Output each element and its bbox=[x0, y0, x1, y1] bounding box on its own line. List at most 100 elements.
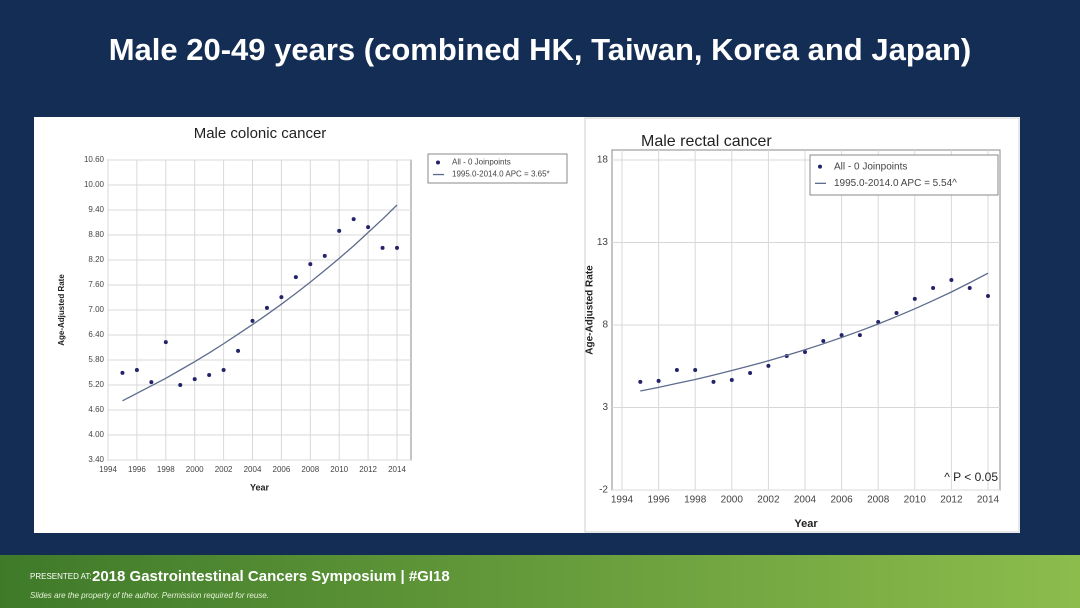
x-tick-label: 2008 bbox=[301, 465, 319, 474]
data-point bbox=[221, 368, 226, 372]
data-point bbox=[931, 286, 936, 291]
annotation: ^ P < 0.05 bbox=[944, 470, 998, 484]
data-point bbox=[322, 253, 327, 258]
legend-label: All - 0 Joinpoints bbox=[834, 161, 907, 172]
data-point bbox=[395, 245, 399, 250]
x-tick-label: 1994 bbox=[99, 465, 117, 474]
x-tick-label: 1996 bbox=[647, 495, 670, 506]
y-tick-label: 3 bbox=[602, 402, 608, 413]
y-tick-label: 13 bbox=[597, 237, 609, 248]
y-tick-label: 4.00 bbox=[88, 430, 104, 439]
y-tick-label: 18 bbox=[597, 155, 609, 166]
y-tick-label: 8.20 bbox=[88, 255, 104, 264]
chart-title: Male colonic cancer bbox=[194, 125, 327, 142]
data-point bbox=[236, 348, 241, 353]
x-tick-label: 1996 bbox=[128, 465, 146, 474]
y-axis-label: Age-Adjusted Rate bbox=[57, 274, 66, 346]
data-point bbox=[250, 318, 255, 323]
footer-notice: Slides are the property of the author. P… bbox=[30, 591, 269, 600]
footer-presented: PRESENTED AT: bbox=[30, 572, 92, 581]
data-point bbox=[149, 380, 154, 385]
legend-label: 1995.0-2014.0 APC = 5.54^ bbox=[834, 178, 957, 189]
data-point bbox=[839, 333, 844, 338]
y-tick-label: 5.80 bbox=[88, 355, 104, 364]
y-tick-label: 9.40 bbox=[88, 205, 104, 214]
data-point bbox=[380, 245, 385, 250]
x-tick-label: 2012 bbox=[940, 495, 963, 506]
x-tick-label: 2010 bbox=[904, 495, 927, 506]
x-tick-label: 1998 bbox=[157, 465, 175, 474]
data-point bbox=[264, 305, 269, 310]
data-point bbox=[178, 383, 183, 387]
legend-label: 1995.0-2014.0 APC = 3.65* bbox=[452, 170, 550, 179]
x-tick-label: 2010 bbox=[330, 465, 348, 474]
y-tick-label: 10.60 bbox=[84, 155, 105, 164]
data-point bbox=[120, 370, 125, 375]
x-tick-label: 1994 bbox=[611, 495, 634, 506]
data-point bbox=[279, 295, 284, 300]
y-tick-label: 5.20 bbox=[88, 380, 104, 389]
y-tick-label: 6.40 bbox=[88, 330, 104, 339]
legend-swatch bbox=[436, 160, 440, 165]
x-tick-label: 2000 bbox=[186, 465, 204, 474]
data-point bbox=[894, 310, 899, 315]
data-point bbox=[766, 363, 771, 368]
y-tick-label: 8.80 bbox=[88, 230, 104, 239]
x-tick-label: 2008 bbox=[867, 495, 890, 506]
data-point bbox=[674, 368, 679, 373]
y-tick-label: -2 bbox=[599, 485, 608, 496]
x-tick-label: 2002 bbox=[215, 465, 233, 474]
x-tick-label: 2006 bbox=[273, 465, 291, 474]
data-point bbox=[748, 371, 753, 376]
data-point bbox=[693, 368, 698, 373]
data-point bbox=[949, 277, 954, 282]
data-point bbox=[638, 379, 643, 384]
legend-box bbox=[809, 154, 999, 196]
x-tick-label: 2004 bbox=[794, 495, 817, 506]
y-tick-label: 4.60 bbox=[88, 405, 104, 414]
x-tick-label: 2012 bbox=[359, 465, 377, 474]
y-tick-label: 3.40 bbox=[88, 455, 104, 464]
data-point bbox=[857, 333, 862, 338]
x-tick-label: 2006 bbox=[830, 495, 853, 506]
fit-line bbox=[122, 204, 398, 402]
plot-area bbox=[611, 149, 1001, 491]
data-point bbox=[337, 228, 342, 233]
data-point bbox=[163, 340, 168, 345]
data-point bbox=[803, 350, 807, 355]
data-point bbox=[967, 286, 972, 291]
x-axis-label: Year bbox=[250, 482, 270, 492]
y-tick-label: 10.00 bbox=[84, 180, 105, 189]
data-point bbox=[986, 293, 990, 298]
fit-line bbox=[640, 272, 989, 392]
legend-box bbox=[427, 153, 568, 184]
data-point bbox=[192, 377, 197, 382]
x-tick-label: 2014 bbox=[977, 495, 1000, 506]
data-point bbox=[729, 377, 734, 382]
data-point bbox=[207, 373, 212, 377]
y-tick-label: 7.00 bbox=[88, 305, 104, 314]
x-tick-label: 2002 bbox=[757, 495, 780, 506]
legend-swatch bbox=[818, 164, 822, 169]
x-tick-label: 2004 bbox=[244, 465, 262, 474]
data-point bbox=[821, 339, 826, 344]
data-point bbox=[711, 379, 716, 384]
x-axis-label: Year bbox=[794, 518, 818, 530]
chart-title: Male rectal cancer bbox=[641, 133, 772, 150]
data-point bbox=[308, 262, 313, 267]
footer-event: 2018 Gastrointestinal Cancers Symposium … bbox=[92, 568, 450, 585]
footer-band bbox=[0, 555, 1080, 608]
y-axis-label: Age-Adjusted Rate bbox=[585, 265, 596, 355]
x-tick-label: 2000 bbox=[721, 495, 744, 506]
x-tick-label: 1998 bbox=[684, 495, 707, 506]
data-point bbox=[656, 378, 661, 383]
slide-title: Male 20-49 years (combined HK, Taiwan, K… bbox=[109, 32, 972, 67]
y-tick-label: 7.60 bbox=[88, 280, 104, 289]
data-point bbox=[134, 368, 139, 372]
y-tick-label: 8 bbox=[602, 320, 608, 331]
data-point bbox=[351, 217, 356, 222]
data-point bbox=[912, 296, 917, 301]
legend-label: All - 0 Joinpoints bbox=[452, 158, 511, 167]
x-tick-label: 2014 bbox=[388, 465, 406, 474]
